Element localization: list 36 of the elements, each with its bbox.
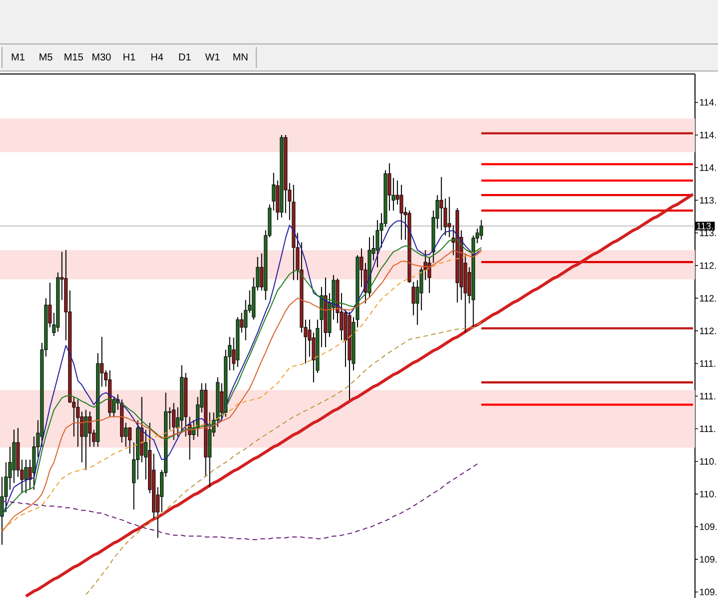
y-tick-label: 109. [700, 556, 717, 563]
candlestick [88, 411, 92, 448]
candlestick [480, 220, 484, 240]
y-tick-label: 111. [700, 360, 716, 367]
text: M5 [40, 54, 52, 60]
y-tick-label: 111. [700, 426, 716, 432]
y-tick-label: 110. [700, 458, 716, 465]
candlestick [172, 402, 176, 440]
y-tick-label: 109. [700, 523, 717, 530]
y-tick-label: 114. [700, 99, 716, 106]
text: M1 [12, 54, 24, 60]
candlestick [440, 176, 444, 231]
y-tick-label: 111. [700, 392, 716, 400]
text: MN [233, 54, 248, 60]
y-tick-label: 112. [700, 328, 716, 334]
y-tick-label: 112. [700, 262, 716, 269]
y-tick-label: 113. [700, 196, 716, 204]
y-tick-label: 114. [700, 164, 716, 171]
text: W1 [205, 54, 220, 60]
candlestick [128, 426, 132, 454]
candlestick [400, 184, 404, 240]
text: D1 [179, 54, 191, 60]
candlestick [84, 409, 88, 470]
text: M15 [64, 54, 83, 60]
text: H4 [151, 54, 164, 60]
y-tick-label: 112. [700, 294, 716, 302]
text: M30 [92, 53, 111, 61]
y-tick-label: 109. [700, 588, 717, 596]
y-tick-label: 114. [700, 132, 716, 138]
candlestick [412, 281, 416, 316]
candlestick [448, 196, 452, 238]
y-tick-label: 113. [700, 230, 716, 236]
text: H1 [124, 54, 136, 60]
candlestick [24, 459, 28, 494]
candlestick [76, 399, 80, 448]
y-tick-label: 110. [700, 490, 716, 498]
